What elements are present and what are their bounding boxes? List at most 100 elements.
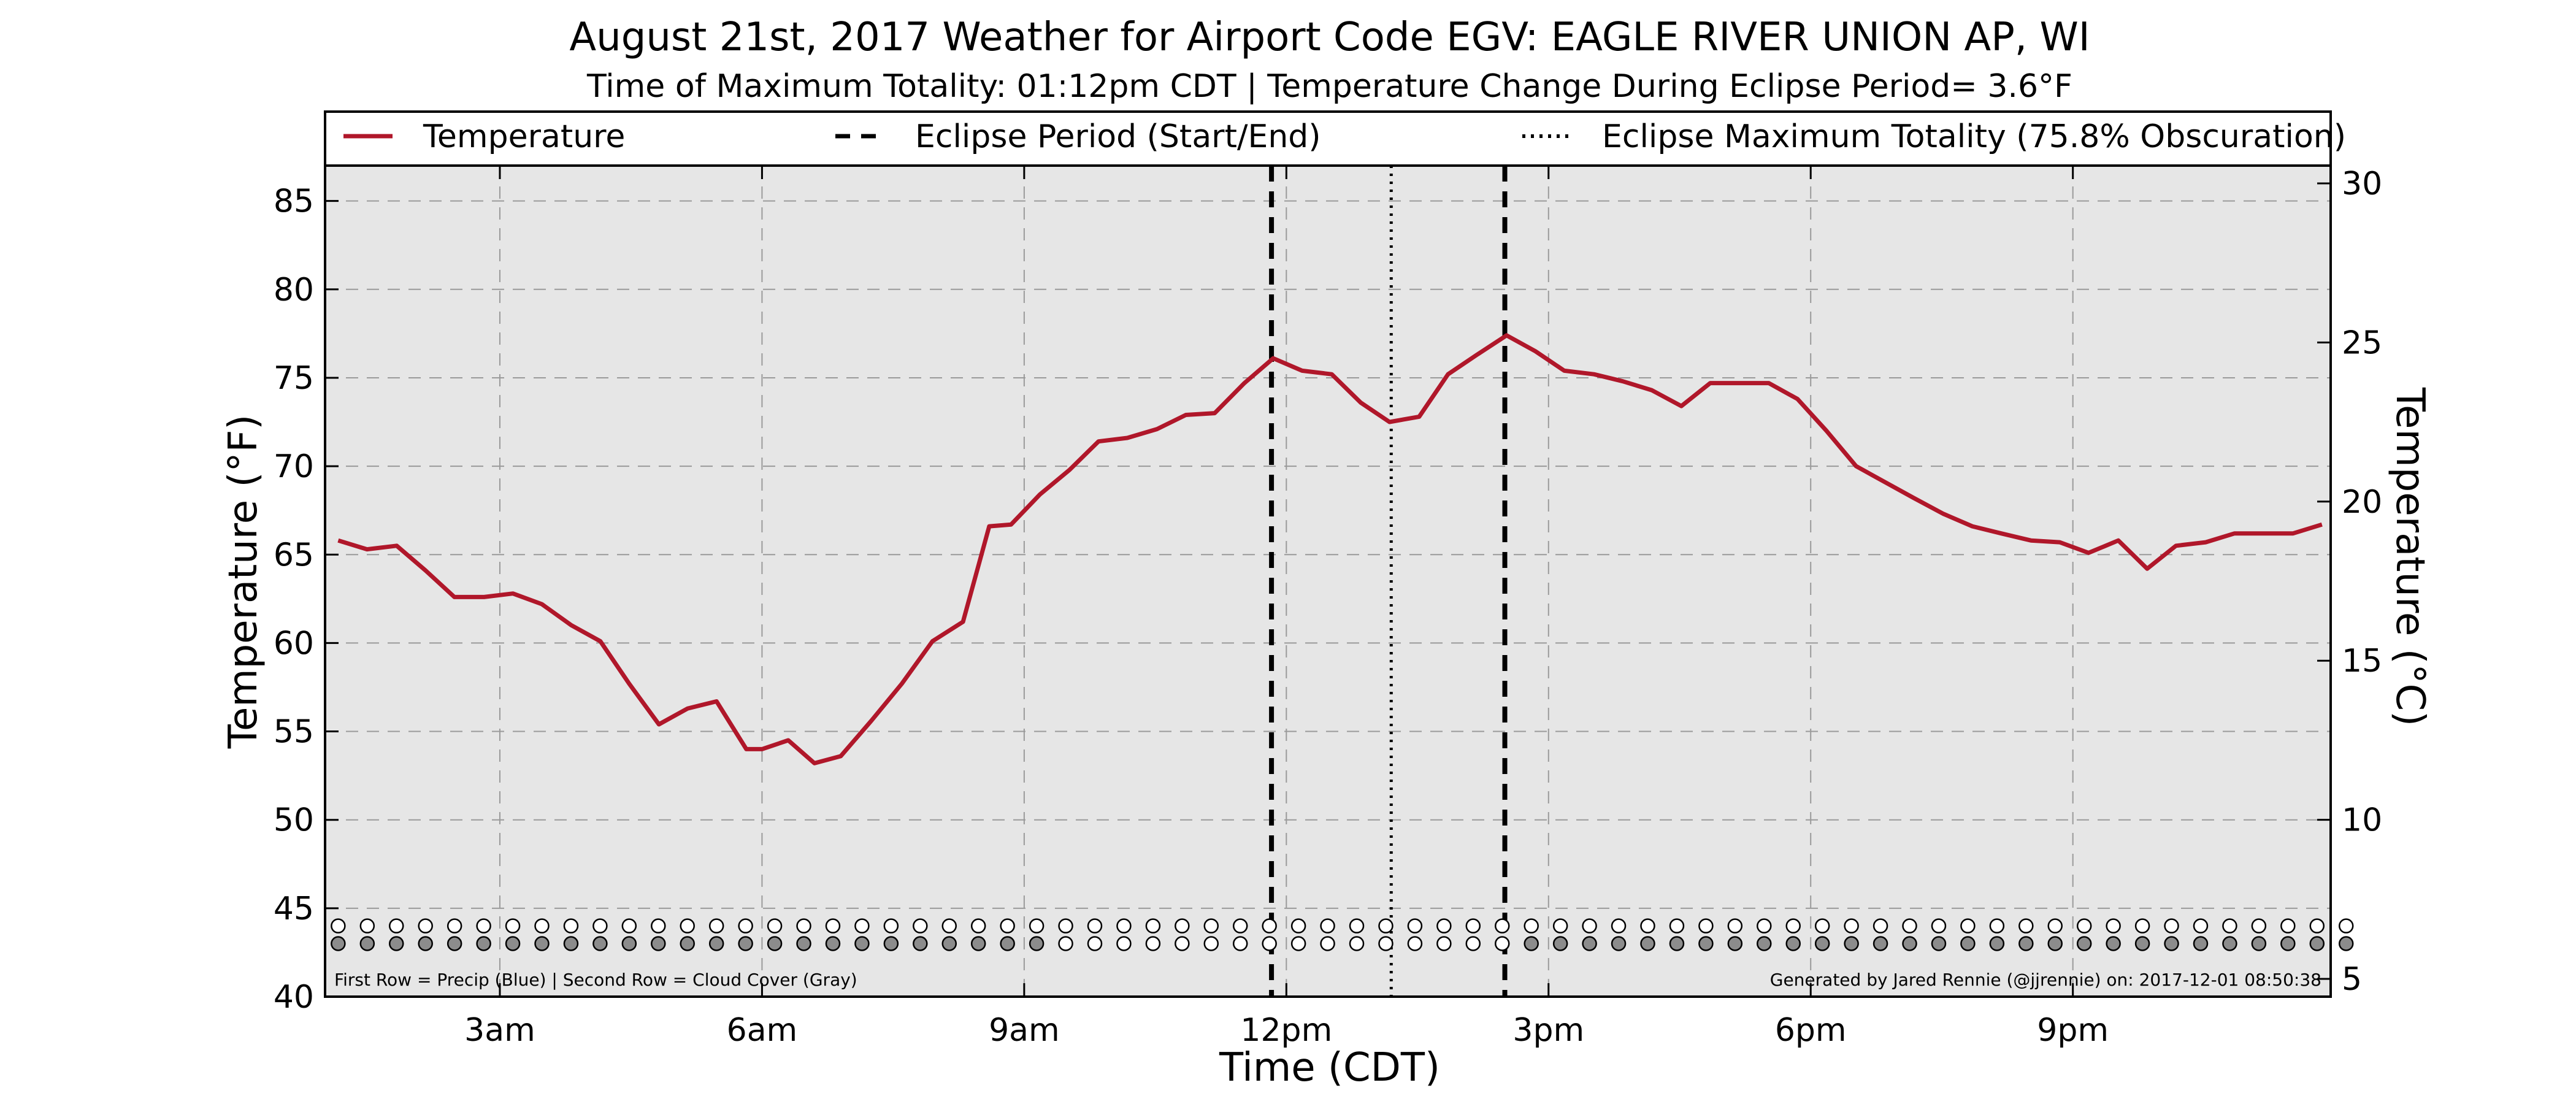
precip-marker [1349,918,1365,933]
y-tick-label-right: 25 [2342,324,2382,361]
cloud-cover-marker [534,936,550,951]
precip-marker [970,918,986,933]
y-tick-label-right: 5 [2342,961,2362,998]
precip-marker [2018,918,2034,933]
cloud-cover-marker [1960,936,1976,951]
cloud-cover-marker [1087,936,1103,951]
precip-marker [1582,918,1597,933]
cloud-cover-marker [1902,936,1917,951]
y-axis-label-right: Temperature (°C) [2387,387,2432,726]
cloud-cover-marker [2047,936,2063,951]
temperature-series [337,333,2323,765]
precip-marker [2338,918,2354,933]
cloud-cover-marker [476,936,491,951]
cloud-cover-marker [1116,936,1132,951]
y-tick-label-left: 45 [274,891,314,927]
precip-marker [1757,918,1772,933]
legend-label-temperature: Temperature [423,118,625,155]
precip-marker [1116,918,1132,933]
x-tick-label: 12pm [1240,1012,1332,1049]
precip-marker [418,918,433,933]
cloud-cover-marker [2134,936,2150,951]
cloud-cover-marker [854,936,870,951]
cloud-cover-marker [738,936,753,951]
precip-marker [2164,918,2179,933]
precip-marker [1640,918,1655,933]
precip-marker [476,918,491,933]
x-tick-label: 6pm [1775,1012,1847,1049]
precip-marker [2076,918,2092,933]
cloud-cover-marker [1495,936,1510,951]
cloud-cover-marker [1058,936,1073,951]
footnote-left: First Row = Precip (Blue) | Second Row =… [334,970,857,990]
precip-marker [738,918,753,933]
cloud-cover-marker [2076,936,2092,951]
y-tick-label-right: 15 [2342,643,2382,680]
cloud-cover-marker [796,936,811,951]
y-tick-label-left: 40 [274,979,314,1016]
plot-area [325,166,2331,997]
precip-marker [796,918,811,933]
cloud-cover-marker [331,936,346,951]
y-axis-label-left: Temperature (°F) [221,415,266,749]
cloud-cover-marker [418,936,433,951]
cloud-cover-marker [2280,936,2296,951]
y-tick-label-left: 75 [274,360,314,397]
precip-marker [913,918,928,933]
y-tick-label-left: 55 [274,714,314,751]
precip-marker [651,918,666,933]
cloud-cover-marker [1145,936,1161,951]
cloud-cover-marker [1290,936,1306,951]
precip-marker [2193,918,2209,933]
precip-marker [1175,918,1190,933]
precip-marker [1290,918,1306,933]
cloud-cover-marker [389,936,404,951]
cloud-cover-marker [941,936,957,951]
legend-box [324,110,2332,167]
cloud-cover-marker [913,936,928,951]
precip-marker [680,918,695,933]
cloud-cover-marker [1320,936,1335,951]
cloud-cover-marker [1844,936,1859,951]
precip-marker [331,918,346,933]
cloud-cover-marker [1814,936,1830,951]
precip-marker [1785,918,1801,933]
precip-marker [1931,918,1947,933]
cloud-cover-marker [2309,936,2325,951]
precip-marker [1029,918,1045,933]
cloud-cover-marker [1029,936,1045,951]
legend-label-max-totality: Eclipse Maximum Totality (75.8% Obscurat… [1602,118,2346,155]
precip-marker [447,918,462,933]
cloud-cover-marker [1552,936,1568,951]
cloud-cover-marker [825,936,841,951]
y-tick-label-left: 65 [274,537,314,573]
precip-marker [1058,918,1073,933]
precip-marker [621,918,637,933]
cloud-cover-marker [359,936,375,951]
precip-marker [1407,918,1423,933]
precip-marker [1378,918,1393,933]
precip-marker [1203,918,1219,933]
cloud-cover-marker [1989,936,2005,951]
x-tick-label: 3am [464,1012,535,1049]
cloud-cover-marker [505,936,521,951]
axis-ticks: 3am 6am 9am 12pm 3pm 6pm 9pm 40 45 50 55 60 65 70 75 80… [274,166,2382,1049]
precip-marker [1436,918,1452,933]
cloud-cover-marker [2338,936,2354,951]
precip-marker [1232,918,1248,933]
precip-marker [592,918,608,933]
precip-marker [1000,918,1015,933]
y-tick-label-left: 50 [274,802,314,839]
cloud-cover-marker [970,936,986,951]
cloud-cover-marker [2251,936,2267,951]
precip-marker [359,918,375,933]
cloud-cover-marker [447,936,462,951]
cloud-cover-marker [1349,936,1365,951]
cloud-cover-marker [1640,936,1655,951]
y-tick-label-left: 80 [274,272,314,309]
cloud-cover-marker [592,936,608,951]
precip-marker [854,918,870,933]
cloud-cover-marker [1669,936,1685,951]
cloud-cover-marker [2106,936,2121,951]
cloud-cover-marker [1524,936,1539,951]
